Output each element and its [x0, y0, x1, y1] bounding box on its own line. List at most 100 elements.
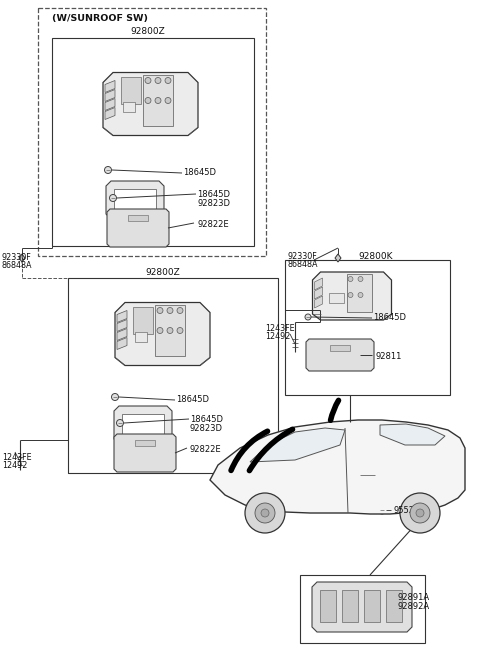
Text: 92811: 92811 — [375, 352, 401, 361]
Text: 18645D: 18645D — [176, 395, 209, 404]
Polygon shape — [107, 209, 169, 247]
Circle shape — [378, 506, 386, 514]
Polygon shape — [210, 420, 465, 514]
Text: 92822E: 92822E — [197, 220, 228, 229]
Text: 86848A: 86848A — [2, 261, 33, 270]
Circle shape — [261, 509, 269, 517]
Text: 12492: 12492 — [265, 332, 290, 341]
Text: 92822E: 92822E — [190, 445, 222, 454]
Polygon shape — [250, 428, 345, 462]
Bar — [128, 215, 148, 221]
Circle shape — [109, 195, 117, 202]
Text: 86848A: 86848A — [287, 260, 317, 269]
Polygon shape — [114, 406, 172, 444]
Text: 18645D: 18645D — [190, 415, 223, 424]
Text: 92892A: 92892A — [398, 602, 430, 611]
Bar — [133, 307, 153, 333]
Bar — [143, 75, 173, 126]
Text: 1243FE: 1243FE — [2, 453, 32, 462]
Text: 92823D: 92823D — [190, 424, 223, 433]
Text: 18645D: 18645D — [183, 168, 216, 177]
Circle shape — [145, 77, 151, 83]
Circle shape — [167, 328, 173, 333]
Bar — [342, 590, 358, 622]
Text: 92823D: 92823D — [197, 199, 230, 208]
Circle shape — [155, 98, 161, 103]
Bar — [320, 590, 336, 622]
Text: 92800Z: 92800Z — [145, 268, 180, 277]
Bar — [330, 345, 350, 351]
Bar — [123, 102, 135, 111]
Circle shape — [157, 328, 163, 333]
Bar — [328, 293, 344, 303]
Text: (W/SUNROOF SW): (W/SUNROOF SW) — [52, 14, 148, 23]
Circle shape — [305, 314, 311, 320]
Circle shape — [348, 276, 353, 282]
Text: 92891A: 92891A — [398, 593, 430, 602]
Polygon shape — [117, 329, 127, 341]
Polygon shape — [105, 98, 115, 111]
Bar — [135, 331, 147, 341]
Circle shape — [165, 98, 171, 103]
Polygon shape — [306, 339, 374, 371]
Polygon shape — [312, 272, 392, 320]
Polygon shape — [117, 310, 127, 322]
Polygon shape — [314, 296, 323, 308]
Circle shape — [117, 419, 123, 426]
Polygon shape — [380, 424, 445, 445]
Polygon shape — [312, 582, 412, 632]
Text: 92330F: 92330F — [287, 252, 317, 261]
Circle shape — [348, 293, 353, 297]
Circle shape — [410, 503, 430, 523]
Circle shape — [400, 493, 440, 533]
Text: 12492: 12492 — [2, 461, 27, 470]
Bar — [386, 590, 402, 622]
Polygon shape — [105, 81, 115, 92]
Text: 92800K: 92800K — [358, 252, 393, 261]
Circle shape — [416, 509, 424, 517]
Bar — [122, 414, 164, 436]
Text: 18645D: 18645D — [197, 190, 230, 199]
Text: 18645D: 18645D — [373, 313, 406, 322]
Circle shape — [255, 503, 275, 523]
Bar — [68, 278, 278, 473]
Circle shape — [177, 328, 183, 333]
Polygon shape — [314, 287, 323, 299]
Polygon shape — [117, 337, 127, 350]
Polygon shape — [314, 278, 323, 290]
Bar — [114, 189, 156, 211]
Text: 95520A: 95520A — [393, 506, 425, 515]
Circle shape — [105, 166, 111, 174]
Polygon shape — [117, 320, 127, 331]
Polygon shape — [115, 303, 210, 365]
Polygon shape — [105, 107, 115, 119]
Polygon shape — [105, 90, 115, 102]
Bar — [364, 590, 380, 622]
Bar — [121, 77, 141, 103]
Bar — [155, 305, 185, 356]
Polygon shape — [19, 254, 25, 262]
Bar — [300, 575, 425, 643]
Bar — [52, 38, 254, 246]
Circle shape — [167, 307, 173, 314]
Bar — [135, 440, 155, 446]
Circle shape — [358, 276, 363, 282]
Polygon shape — [103, 73, 198, 136]
Text: 92330F: 92330F — [2, 253, 32, 262]
Bar — [38, 8, 266, 256]
Bar — [285, 260, 450, 395]
Polygon shape — [106, 181, 164, 219]
Circle shape — [155, 77, 161, 83]
Circle shape — [245, 493, 285, 533]
Circle shape — [165, 77, 171, 83]
Text: 92800Z: 92800Z — [131, 27, 166, 36]
Circle shape — [358, 293, 363, 297]
Text: 1243FE: 1243FE — [265, 324, 295, 333]
Polygon shape — [335, 254, 341, 262]
Circle shape — [145, 98, 151, 103]
Bar — [347, 274, 372, 312]
Polygon shape — [114, 434, 176, 472]
Circle shape — [111, 394, 119, 400]
Circle shape — [177, 307, 183, 314]
Circle shape — [157, 307, 163, 314]
